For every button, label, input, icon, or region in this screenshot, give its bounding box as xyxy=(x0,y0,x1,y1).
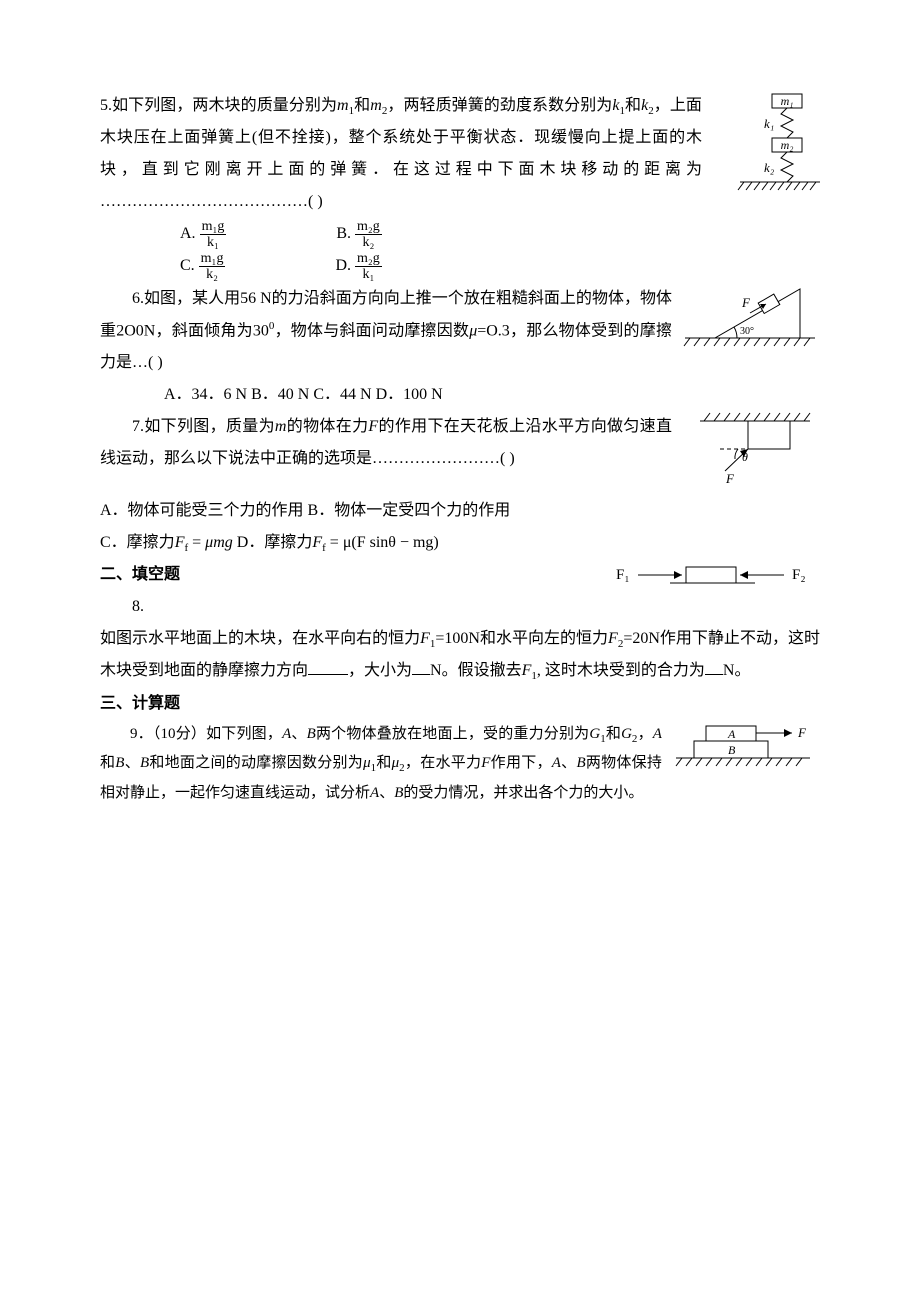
q8-stem: 如图示水平地面上的木块，在水平向右的恒力F1=100N和水平向左的恒力F2=20… xyxy=(100,623,820,687)
q6-options[interactable]: A．34．6 N B．40 N C．44 N D．100 N xyxy=(100,379,820,411)
q7-options-ab[interactable]: A．物体可能受三个力的作用 B．物体一定受四个力的作用 xyxy=(100,495,820,527)
q5-option-c[interactable]: C. m₁gk₂ xyxy=(180,250,225,282)
q7-options-cd[interactable]: C．摩擦力Ff = μmg D．摩擦力Ff = μ(F sinθ − mg) xyxy=(100,527,820,559)
section-3-title: 三、计算题 xyxy=(100,688,820,720)
q9-stem: 9．（10分）如下列图，A、B两个物体叠放在地面上，受的重力分别为G1和G2，A… xyxy=(100,720,820,808)
q5-stem: 5.如下列图，两木块的质量分别为m1和m2，两轻质弹簧的劲度系数分别为k1和k2… xyxy=(100,90,820,218)
q5-option-a[interactable]: A. m₁gk₁ xyxy=(180,218,226,250)
q8-number: 8. xyxy=(100,591,820,623)
q5-options-row2: C. m₁gk₂ D. m₂gk₁ xyxy=(100,250,820,282)
q5-option-b[interactable]: B. m₂gk₂ xyxy=(336,218,381,250)
q5-options-row1: A. m₁gk₁ B. m₂gk₂ xyxy=(100,218,820,250)
blank-direction[interactable] xyxy=(308,657,348,676)
blank-magnitude[interactable] xyxy=(412,657,430,676)
blank-netforce[interactable] xyxy=(705,657,723,676)
q7-stem: 7.如下列图，质量为m的物体在力F的作用下在天花板上沿水平方向做匀速直线运动，那… xyxy=(100,411,820,475)
section-2-title: 二、填空题 xyxy=(100,559,820,591)
q5-option-d[interactable]: D. m₂gk₁ xyxy=(335,250,381,282)
q6-stem: 6.如图，某人用56 N的力沿斜面方向向上推一个放在粗糙斜面上的物体，物体重2O… xyxy=(100,283,820,379)
